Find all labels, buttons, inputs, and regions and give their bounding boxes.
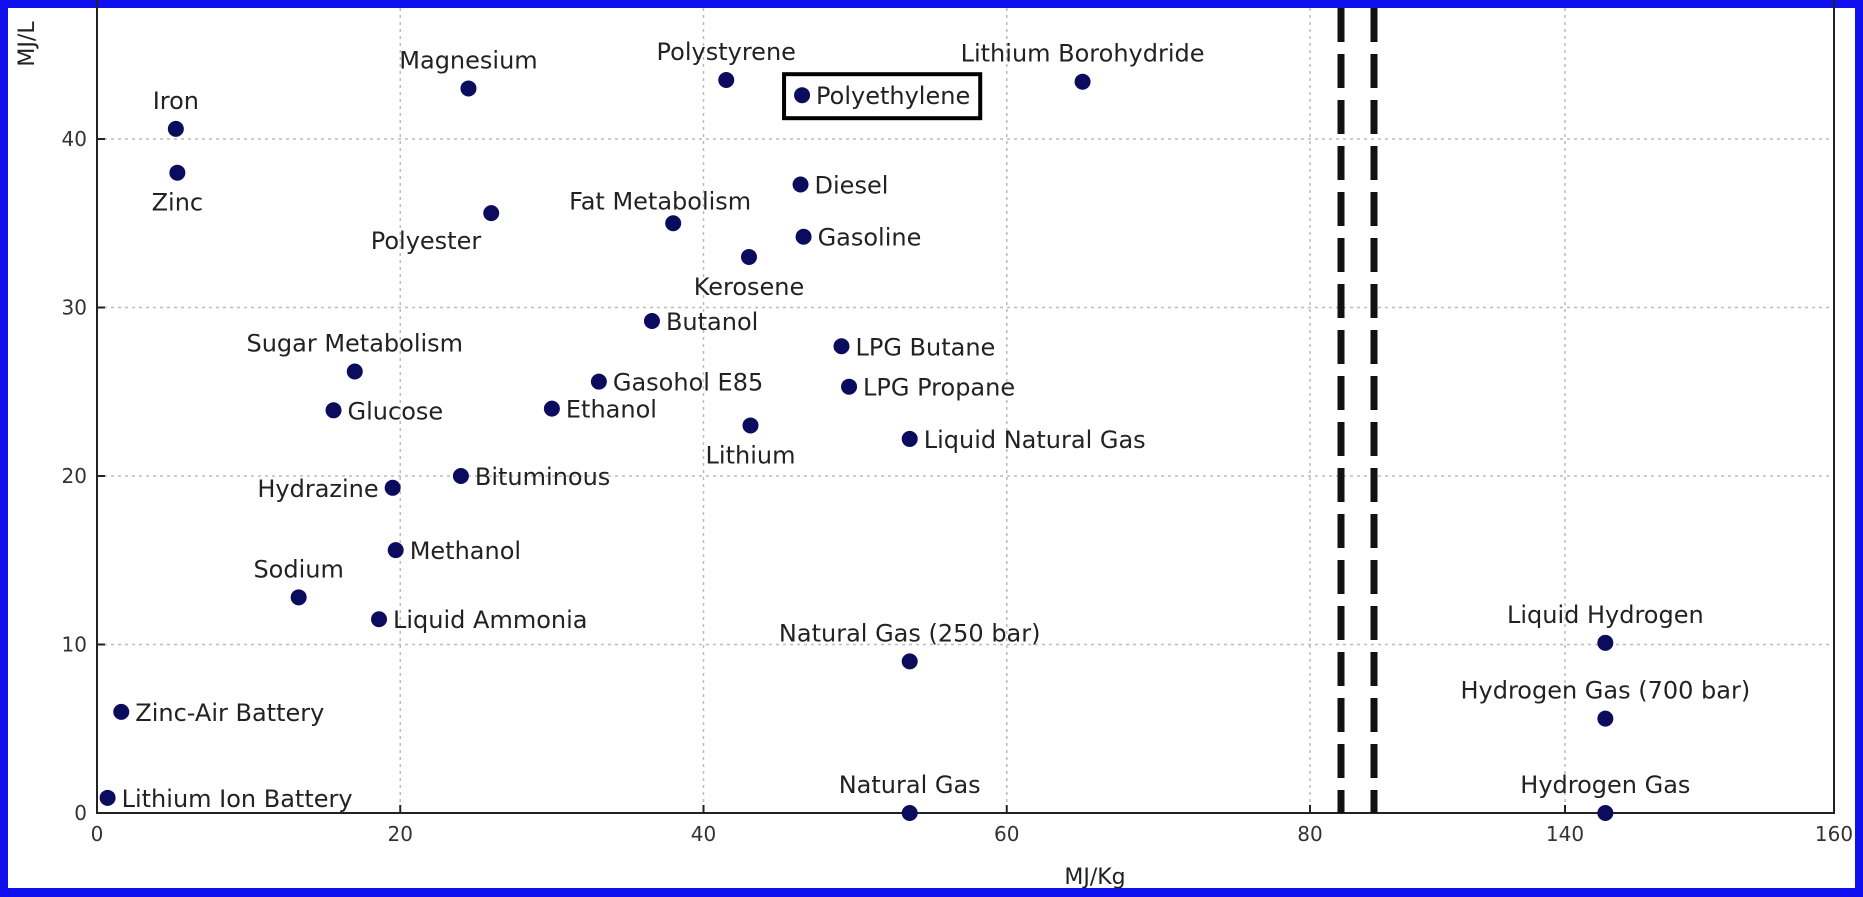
point-label: Iron bbox=[153, 87, 199, 115]
point-label: Methanol bbox=[410, 537, 521, 565]
point-label: Butanol bbox=[666, 308, 758, 336]
y-tick-label: 20 bbox=[62, 464, 87, 488]
x-tick-label: 80 bbox=[1297, 822, 1322, 846]
plot-background bbox=[8, 8, 1855, 888]
point-label: Ethanol bbox=[566, 396, 657, 424]
plot-frame bbox=[96, 0, 1835, 814]
data-point bbox=[167, 120, 184, 137]
point-label: Lithium Ion Battery bbox=[122, 785, 353, 813]
point-label: Lithium Borohydride bbox=[961, 40, 1205, 68]
data-point bbox=[742, 417, 759, 434]
data-point bbox=[169, 164, 186, 181]
point-label: Gasoline bbox=[818, 224, 922, 252]
data-point bbox=[371, 611, 388, 628]
point-label: Kerosene bbox=[694, 273, 805, 301]
point-labels: Iron Zinc Magnesium Polystyrene Polyethylene… bbox=[122, 38, 1751, 813]
data-point bbox=[1597, 634, 1614, 651]
point-label: Sodium bbox=[253, 555, 343, 583]
data-point bbox=[483, 205, 500, 222]
data-point bbox=[543, 400, 560, 417]
data-point bbox=[718, 72, 735, 89]
x-tick-label: 0 bbox=[91, 822, 104, 846]
point-label: Liquid Ammonia bbox=[393, 606, 587, 634]
data-point bbox=[901, 430, 918, 447]
point-label: Hydrogen Gas bbox=[1520, 771, 1690, 799]
data-point bbox=[346, 363, 363, 380]
point-label: Magnesium bbox=[399, 46, 537, 74]
grid-lines bbox=[97, 8, 1834, 813]
point-label: Natural Gas (250 bar) bbox=[779, 619, 1041, 647]
data-point bbox=[665, 215, 682, 232]
point-label: Zinc-Air Battery bbox=[135, 699, 324, 727]
data-point bbox=[901, 653, 918, 670]
point-label: Glucose bbox=[348, 397, 444, 425]
data-point bbox=[113, 703, 130, 720]
x-tick-label: 140 bbox=[1546, 822, 1584, 846]
point-label: Natural Gas bbox=[839, 771, 981, 799]
point-label: Polystyrene bbox=[657, 38, 796, 66]
data-point bbox=[460, 80, 477, 97]
data-point bbox=[290, 589, 307, 606]
axes: 0 20 40 60 80 140 160 0 10 20 30 40 bbox=[62, 0, 1853, 846]
data-point bbox=[325, 402, 342, 419]
data-points bbox=[99, 72, 1614, 821]
highlight-box bbox=[782, 72, 983, 121]
data-point bbox=[901, 805, 918, 821]
y-tick-label: 0 bbox=[74, 801, 87, 825]
data-point bbox=[841, 378, 858, 395]
data-point bbox=[792, 176, 809, 193]
point-label: Sugar Metabolism bbox=[246, 330, 463, 358]
data-point bbox=[795, 228, 812, 245]
point-label: Hydrazine bbox=[257, 475, 378, 503]
y-tick-label: 10 bbox=[62, 633, 87, 657]
x-tick-label: 20 bbox=[388, 822, 413, 846]
point-label: Polyethylene bbox=[816, 82, 970, 110]
data-point bbox=[794, 87, 811, 104]
x-tick-label: 40 bbox=[691, 822, 716, 846]
point-label: Hydrogen Gas (700 bar) bbox=[1460, 677, 1750, 705]
data-point bbox=[1597, 805, 1614, 821]
x-axis-label: MJ/Kg bbox=[1064, 865, 1125, 890]
y-tick-label: 30 bbox=[62, 296, 87, 320]
point-label: Fat Metabolism bbox=[569, 187, 751, 215]
point-label: Bituminous bbox=[475, 463, 610, 491]
point-label: Polyester bbox=[371, 227, 482, 255]
data-point bbox=[387, 542, 404, 559]
x-tick-label: 160 bbox=[1815, 822, 1853, 846]
data-point bbox=[452, 468, 469, 484]
data-point bbox=[99, 789, 116, 806]
data-point bbox=[1597, 710, 1614, 727]
point-label: Liquid Natural Gas bbox=[924, 426, 1146, 454]
data-point bbox=[590, 373, 607, 390]
data-point bbox=[740, 248, 757, 265]
data-point bbox=[384, 479, 401, 496]
data-point bbox=[833, 338, 850, 355]
y-axis-label: MJ/L bbox=[15, 21, 40, 67]
point-label: Gasohol E85 bbox=[613, 369, 763, 397]
x-tick-label: 60 bbox=[994, 822, 1019, 846]
point-label: Lithium bbox=[706, 441, 796, 469]
point-label: Diesel bbox=[815, 171, 889, 199]
data-point bbox=[1074, 73, 1091, 90]
point-label: Zinc bbox=[152, 189, 204, 217]
point-label: LPG Butane bbox=[855, 333, 995, 361]
point-label: LPG Propane bbox=[863, 374, 1015, 402]
y-tick-label: 40 bbox=[62, 127, 87, 151]
axis-break-markers bbox=[1337, 8, 1378, 813]
data-point bbox=[643, 312, 660, 329]
point-label: Liquid Hydrogen bbox=[1507, 601, 1704, 629]
